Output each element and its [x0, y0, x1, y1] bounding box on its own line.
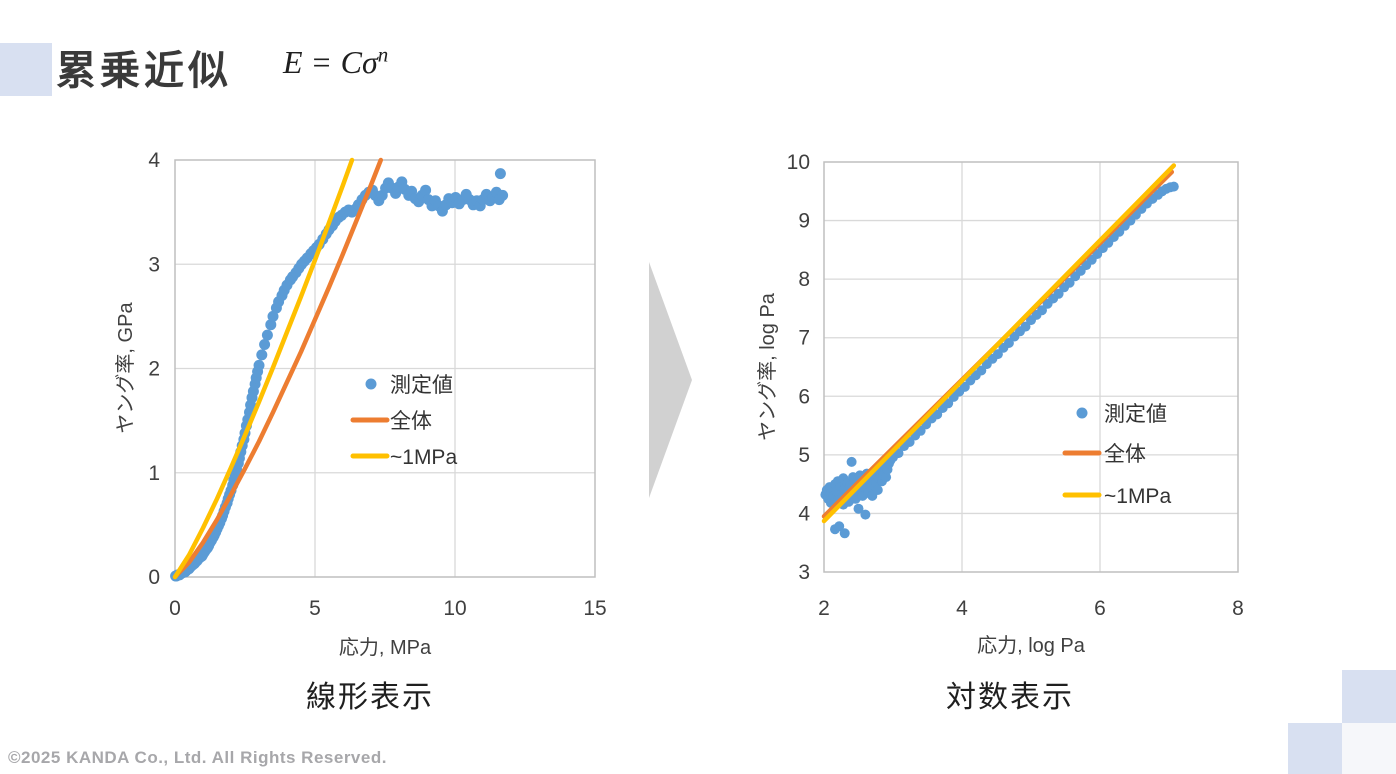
formula-C: C	[340, 44, 362, 80]
y-tick-label: 9	[798, 210, 810, 233]
x-tick-label: 2	[818, 597, 830, 620]
x-tick-label: 4	[956, 597, 968, 620]
formula-equals: =	[312, 44, 331, 80]
y-tick-label: 8	[798, 268, 810, 291]
accent-square-bottom-3	[1342, 723, 1396, 774]
scatter-point	[1064, 277, 1075, 288]
scatter-point	[1053, 288, 1064, 299]
formula-exponent: n	[377, 42, 389, 67]
scatter-point	[1037, 305, 1047, 316]
scatter-point	[265, 319, 277, 331]
scatter-point	[834, 521, 845, 532]
y-tick-label: 3	[798, 561, 810, 584]
plot-border	[174, 159, 596, 578]
y-tick-label: 4	[148, 149, 160, 172]
y-tick-label: 3	[148, 253, 160, 276]
scatter-point	[853, 503, 864, 514]
page-title: 累乗近似	[56, 49, 232, 93]
legend-label: 全体	[1104, 443, 1146, 466]
scatter-point	[420, 184, 432, 196]
y-tick-label: 7	[798, 327, 810, 350]
formula-E: E	[283, 44, 303, 80]
copyright-footer: ©2025 KANDA Co., Ltd. All Rights Reserve…	[8, 748, 387, 767]
x-tick-label: 0	[169, 597, 181, 620]
legend-marker-dot	[365, 378, 377, 390]
legend-label: ~1MPa	[1104, 485, 1171, 508]
x-tick-label: 5	[309, 597, 321, 620]
scatter-point	[497, 189, 509, 201]
x-axis-title: 応力, MPa	[339, 636, 432, 659]
legend-label: 全体	[390, 410, 432, 433]
caption-log: 対数表示	[946, 681, 1074, 714]
formula-sigma: σ	[361, 44, 378, 80]
scatter-point	[872, 485, 883, 495]
y-tick-label: 1	[148, 462, 160, 485]
legend-label: 測定値	[390, 374, 453, 397]
scatter-point	[846, 456, 857, 467]
y-tick-label: 2	[148, 358, 160, 381]
y-tick-label: 5	[798, 444, 810, 467]
scatter-point	[267, 310, 279, 322]
x-axis-title: 応力, log Pa	[977, 634, 1086, 657]
scatter-point	[253, 359, 265, 371]
x-tick-label: 10	[443, 597, 466, 620]
x-tick-label: 6	[1094, 597, 1106, 620]
y-tick-label: 6	[798, 385, 810, 408]
scatter-point	[259, 339, 271, 350]
log-chart: 2 4 6 8 3 4 5 6 7 8 9 10 応力, log Pa ヤング率, log Pa 測定値全体…	[756, 151, 1244, 657]
scatter-point	[860, 509, 871, 520]
x-tick-label: 8	[1232, 597, 1244, 620]
accent-square-top-left	[0, 43, 52, 96]
y-tick-label: 4	[798, 502, 810, 525]
x-tick-label: 15	[583, 597, 606, 620]
plot-border	[823, 161, 1239, 573]
scatter-point	[261, 329, 273, 341]
y-tick-label: 0	[148, 566, 160, 589]
legend-label: 測定値	[1104, 403, 1167, 426]
scatter-point	[256, 349, 268, 361]
accent-square-bottom-1	[1342, 670, 1396, 723]
fit-line	[172, 157, 355, 580]
scatter-point	[881, 472, 892, 483]
caption-linear: 線形表示	[306, 681, 434, 714]
y-axis-title: ヤング率, log Pa	[756, 292, 779, 441]
scatter-point	[1168, 181, 1179, 192]
legend-marker-dot	[1076, 407, 1088, 419]
y-axis-title: ヤング率, GPa	[114, 302, 137, 434]
y-tick-label: 10	[787, 151, 810, 174]
power-law-formula: E = Cσn	[283, 44, 388, 81]
fit-line	[821, 163, 1177, 524]
fit-line	[172, 157, 384, 580]
legend-label: ~1MPa	[390, 446, 457, 469]
scatter-point	[494, 168, 506, 180]
accent-square-bottom-2	[1288, 723, 1342, 774]
scatter-point	[839, 528, 850, 539]
right-arrow-icon	[649, 262, 692, 498]
